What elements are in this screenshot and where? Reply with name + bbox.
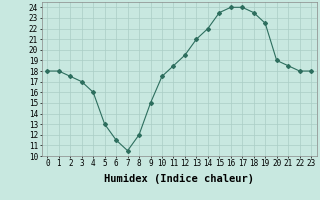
X-axis label: Humidex (Indice chaleur): Humidex (Indice chaleur) (104, 174, 254, 184)
